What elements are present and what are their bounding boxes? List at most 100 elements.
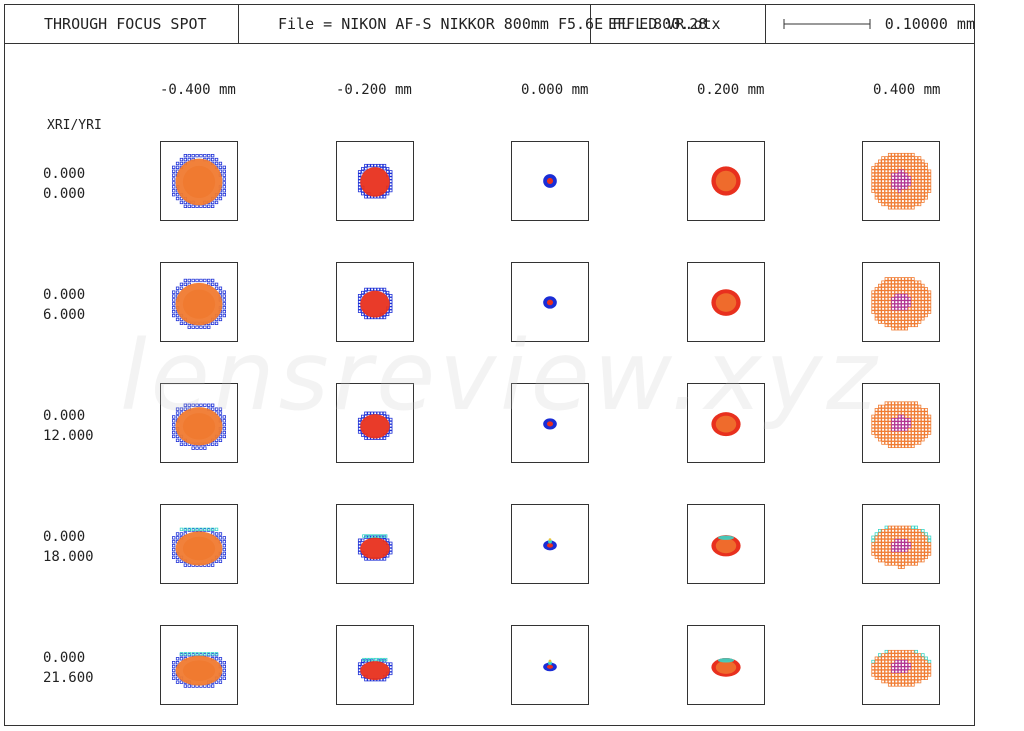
spot-point xyxy=(907,437,912,442)
spot-box xyxy=(511,383,589,463)
spot-point xyxy=(901,538,905,543)
spot-point xyxy=(921,424,925,429)
spot-point xyxy=(881,542,885,546)
spot-point xyxy=(901,320,905,324)
spot-point xyxy=(891,411,895,415)
spot-point xyxy=(894,283,899,288)
spot-point xyxy=(914,545,918,550)
spot-point xyxy=(894,182,899,187)
spot-point xyxy=(871,182,875,187)
spot-point xyxy=(907,673,912,677)
spot-point xyxy=(884,548,889,553)
spot-point xyxy=(901,316,905,321)
spot-point xyxy=(172,434,176,439)
spot-point xyxy=(924,427,928,432)
spot-point xyxy=(911,555,915,560)
spot-point xyxy=(921,673,925,677)
defocus-label: 0.400 mm xyxy=(873,82,941,98)
spot-point xyxy=(911,679,915,684)
spot-point xyxy=(921,303,925,308)
spot-point xyxy=(904,653,909,657)
spot-point xyxy=(214,532,219,536)
spot-point xyxy=(914,179,918,183)
spot-point xyxy=(921,199,925,203)
spot-point xyxy=(871,545,875,550)
spot-point xyxy=(871,414,875,419)
spot-point xyxy=(917,437,922,442)
spot-point xyxy=(904,307,909,311)
spot-point xyxy=(921,179,925,183)
spot-point xyxy=(901,411,905,415)
spot-point xyxy=(924,663,928,667)
spot-point xyxy=(389,662,393,666)
spot-point xyxy=(179,527,184,532)
spot-point xyxy=(891,316,895,321)
spot-point xyxy=(917,156,922,160)
spot-point xyxy=(894,663,899,667)
spot-point xyxy=(897,548,902,553)
spot-point xyxy=(874,421,879,425)
spot-point xyxy=(884,535,889,540)
spot-point xyxy=(907,316,912,321)
spot-point xyxy=(907,404,912,409)
spot-point xyxy=(901,169,905,174)
spot-point xyxy=(894,277,899,281)
spot-point xyxy=(894,323,899,328)
spot-point xyxy=(884,414,889,419)
spot-point xyxy=(911,431,915,435)
spot-point xyxy=(921,529,925,533)
spot-point xyxy=(901,192,905,197)
spot-point xyxy=(901,673,905,677)
spot-point xyxy=(891,310,895,314)
spot-point xyxy=(927,669,932,674)
spot-point xyxy=(907,418,912,422)
spot-point xyxy=(911,172,915,177)
spot-point xyxy=(907,683,912,687)
spot-plot xyxy=(543,659,557,672)
spot-point xyxy=(907,555,912,560)
spot-point xyxy=(179,407,184,411)
spot-point xyxy=(887,320,892,324)
spot-point xyxy=(891,300,895,304)
spot-core xyxy=(182,289,216,319)
spot-point xyxy=(881,159,885,164)
spot-point xyxy=(904,552,909,556)
spot-point xyxy=(921,532,925,536)
spot-point xyxy=(911,529,915,533)
spot-point xyxy=(887,659,892,664)
spot-point xyxy=(887,424,892,429)
spot-point xyxy=(901,303,905,308)
spot-point xyxy=(897,162,902,167)
spot-point xyxy=(195,446,199,450)
spot-point xyxy=(897,156,902,160)
spot-point xyxy=(894,683,899,687)
spot-point xyxy=(894,437,899,442)
spot-point xyxy=(210,442,215,446)
spot-point xyxy=(361,662,365,666)
spot-point xyxy=(382,163,387,168)
spot-point xyxy=(881,434,885,439)
spot-box xyxy=(511,262,589,342)
spot-point xyxy=(887,287,892,291)
spot-point xyxy=(175,555,180,560)
spot-point xyxy=(874,307,879,311)
spot-box xyxy=(336,625,414,705)
spot-point xyxy=(907,656,912,661)
spot-point xyxy=(914,427,918,432)
spot-point xyxy=(891,280,895,285)
spot-point xyxy=(172,419,176,423)
spot-point xyxy=(897,307,902,311)
spot-point xyxy=(891,538,895,543)
spot-core xyxy=(715,660,737,674)
spot-point xyxy=(884,283,889,288)
spot-point xyxy=(218,532,223,536)
spot-point xyxy=(179,286,184,290)
spot-point xyxy=(927,659,932,664)
spot-point xyxy=(914,162,918,167)
spot-core xyxy=(548,661,552,665)
spot-core xyxy=(717,658,735,663)
spot-core xyxy=(717,535,735,540)
spot-point xyxy=(904,676,909,680)
spot-point xyxy=(904,434,909,439)
spot-point xyxy=(887,316,892,321)
